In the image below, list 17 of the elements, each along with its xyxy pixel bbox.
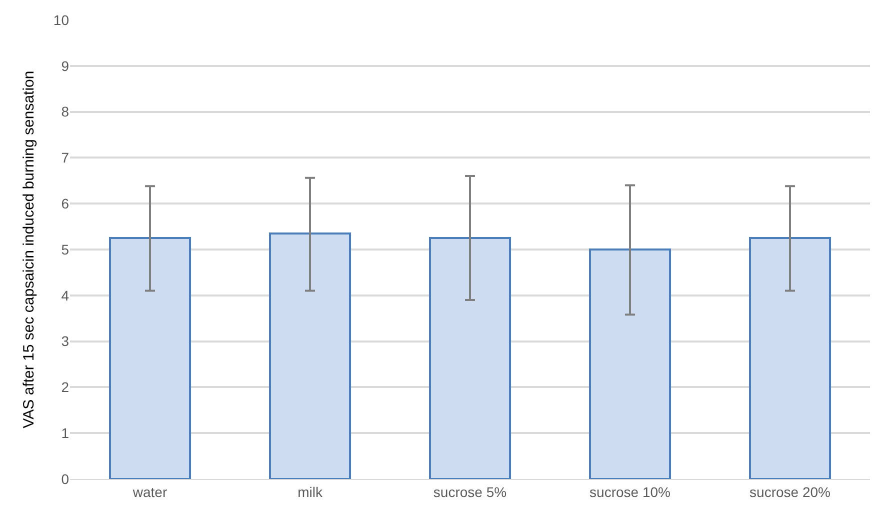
- x-tick-label: sucrose 10%: [590, 484, 670, 500]
- y-tick-label: 0: [61, 470, 70, 487]
- y-tick-label: 3: [61, 333, 70, 350]
- x-tick-label: sucrose 5%: [433, 484, 507, 500]
- y-tick-label: 1: [61, 425, 70, 441]
- y-tick-label: 10: [53, 12, 70, 28]
- y-tick-label: 6: [61, 196, 70, 212]
- y-tick-label: 9: [61, 58, 70, 74]
- y-tick-label: 5: [61, 241, 70, 258]
- x-tick-label: milk: [298, 484, 324, 500]
- y-tick-label: 4: [61, 287, 70, 304]
- y-tick-label: 8: [61, 104, 70, 120]
- x-tick-label: sucrose 20%: [750, 484, 830, 500]
- x-tick-label: water: [132, 484, 168, 500]
- y-tick-label: 7: [61, 150, 70, 166]
- y-axis-title: VAS after 15 sec capsaicin induced burning sensation: [20, 70, 38, 428]
- y-tick-label: 2: [61, 379, 70, 396]
